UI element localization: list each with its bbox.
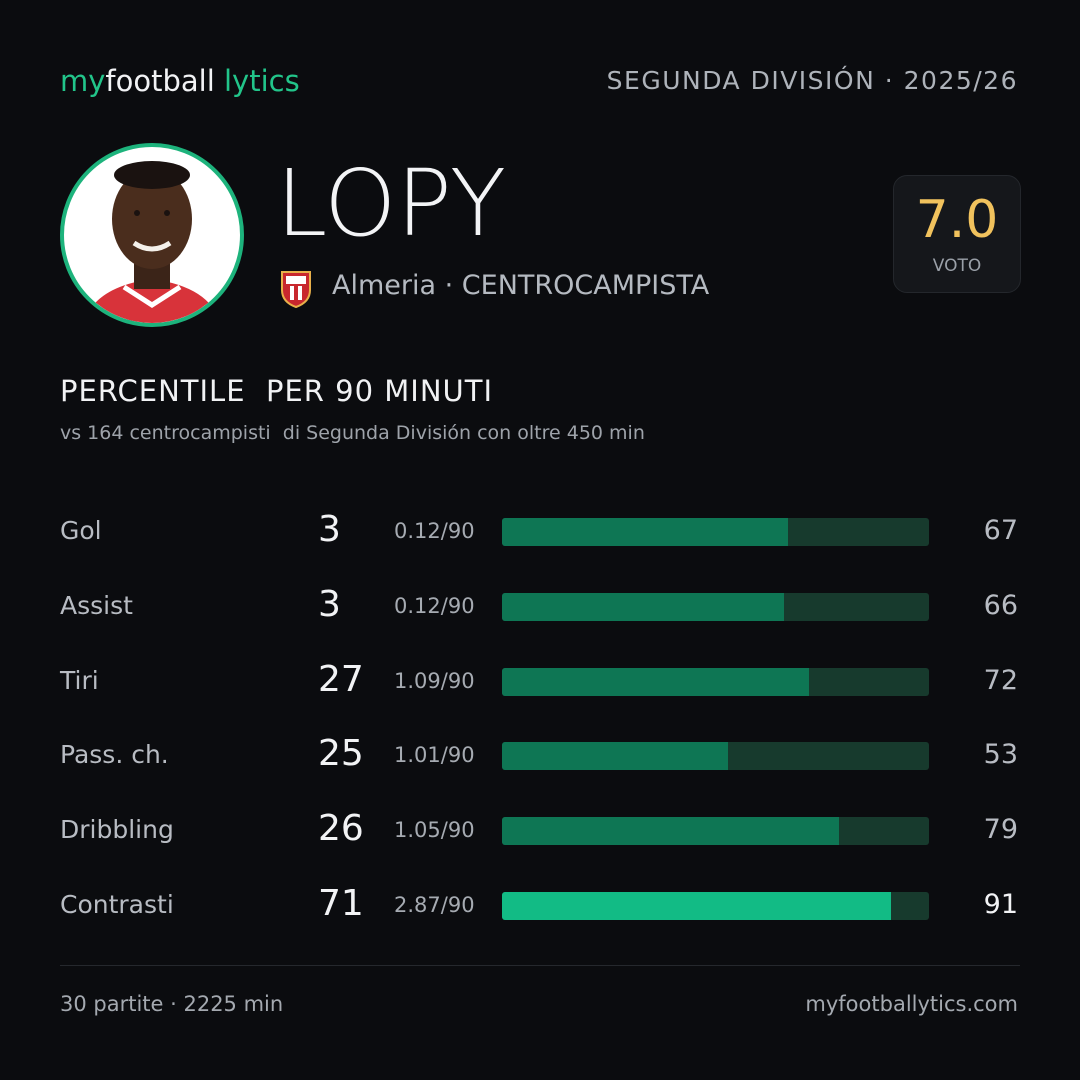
stat-percentile: 66 [983, 589, 1018, 621]
bar-track [502, 518, 929, 546]
percentile-bar [502, 592, 784, 621]
stat-percentile: 91 [983, 889, 1018, 920]
rating-label: VOTO [932, 256, 982, 276]
divider [60, 965, 1020, 966]
rating-box: 7.0 VOTO [893, 175, 1021, 293]
team-role: Almeria · CENTROCAMPISTA [332, 270, 710, 301]
league: SEGUNDA DIVISIÓN · 2025/26 [606, 66, 1018, 95]
percentile-bar [502, 742, 729, 771]
stat-label: Assist [60, 590, 133, 620]
stat-count: 25 [318, 733, 364, 775]
stat-per90: 0.12/90 [394, 519, 475, 543]
stat-count: 71 [318, 883, 364, 924]
stat-per90: 1.09/90 [394, 668, 475, 693]
rating-value: 7.0 [915, 190, 999, 250]
stat-count: 3 [318, 583, 341, 625]
footer-summary: 30 partite · 2225 min [60, 992, 284, 1016]
player-name: LOPY [276, 150, 507, 257]
stat-label: Tiri [60, 665, 99, 695]
avatar-art [84, 161, 220, 323]
stat-label: Contrasti [60, 890, 174, 919]
stat-per90: 0.12/90 [394, 593, 475, 618]
stat-count: 3 [318, 509, 341, 550]
stat-percentile: 53 [983, 739, 1018, 771]
brand-part: lytics [224, 64, 300, 98]
stat-label: Pass. ch. [60, 740, 169, 770]
bar-track [502, 667, 929, 696]
stat-count: 27 [318, 658, 364, 700]
brand-part: football [105, 64, 215, 98]
stat-percentile: 79 [983, 814, 1018, 846]
percentile-bar [502, 892, 891, 920]
footer-site: myfootballytics.com [805, 992, 1018, 1016]
bar-track [502, 817, 929, 846]
stat-percentile: 72 [983, 664, 1018, 696]
section-title: PERCENTILE PER 90 MINUTI [60, 374, 494, 408]
percentile-bar [502, 817, 840, 846]
bar-track [502, 742, 929, 771]
section-subtitle: vs 164 centrocampisti di Segunda Divisió… [60, 422, 645, 444]
bar-track [502, 892, 929, 920]
stat-label: Dribbling [60, 815, 174, 845]
brand: myfootball lytics [60, 64, 300, 98]
stat-label: Gol [60, 516, 102, 545]
bar-track [502, 592, 929, 621]
percentile-bar [502, 518, 789, 546]
stat-count: 26 [318, 808, 364, 850]
stat-per90: 1.01/90 [394, 743, 475, 768]
stat-per90: 1.05/90 [394, 818, 475, 843]
team-crest [281, 271, 311, 308]
brand-part: my [60, 64, 106, 98]
avatar [60, 143, 244, 327]
stat-per90: 2.87/90 [394, 893, 475, 917]
stat-percentile: 67 [983, 515, 1018, 546]
percentile-bar [502, 667, 810, 696]
